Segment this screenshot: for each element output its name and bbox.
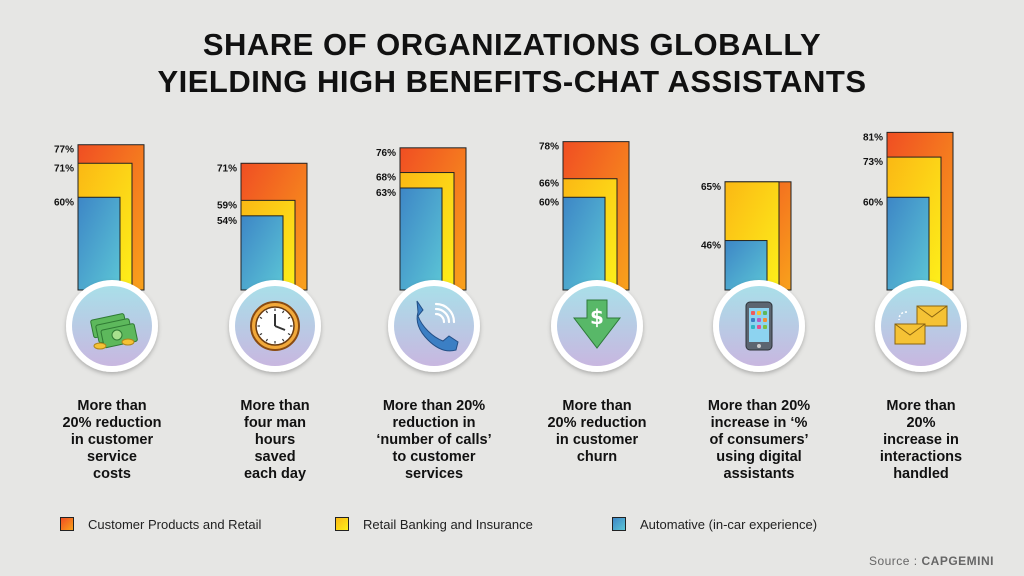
benefit-description-1: More than 20% reduction in customer service… <box>37 398 187 483</box>
chart-title-line2: YIELDING HIGH BENEFITS-CHAT ASSISTANTS <box>157 64 867 99</box>
description-line: More than <box>886 398 956 414</box>
description-line: four man <box>243 415 307 431</box>
value-label-5-1: 65% <box>701 182 721 193</box>
legend-item-customer-products: Customer Products and Retail <box>60 516 261 532</box>
benefit-description-5: More than 20% increase in ‘% of consumers’… <box>684 398 834 483</box>
clock-icon <box>250 301 300 351</box>
description-line: 20% <box>906 415 936 431</box>
source-prefix: Source : <box>868 554 922 568</box>
description-line: in customer <box>70 432 154 448</box>
description-line: costs <box>93 466 131 482</box>
bar-group-2: 71% 59% 54% <box>217 162 308 291</box>
description-line: assistants <box>723 466 795 482</box>
description-line: to customer <box>392 449 476 465</box>
legend-label: Customer Products and Retail <box>88 516 262 532</box>
benefit-description-6: More than 20% increase in interactions handl… <box>846 398 996 483</box>
bar-group-6: 81% 73% 60% <box>863 131 954 291</box>
value-label-4-3: 60% <box>539 197 559 208</box>
benefit-description-3: More than 20% reduction in ‘number of call… <box>359 398 509 483</box>
legend-label: Retail Banking and Insurance <box>363 516 533 532</box>
legend-item-retail-banking: Retail Banking and Insurance <box>335 516 533 532</box>
description-line: More than 20% <box>382 398 486 414</box>
description-line: saved <box>254 449 296 465</box>
description-line: 20% reduction <box>547 415 647 431</box>
benefit-badge-4: $ <box>551 280 643 372</box>
chart-title: SHARE OF ORGANIZATIONS GLOBALLY YIELDING… <box>0 26 1024 100</box>
value-label-4-1: 78% <box>539 142 559 153</box>
money-icon <box>90 313 138 350</box>
description-line: services <box>404 466 464 482</box>
description-line: 20% reduction <box>62 415 162 431</box>
value-label-2-3: 54% <box>217 216 237 227</box>
phone-icon <box>416 300 459 352</box>
bar-automotive-1 <box>77 196 121 291</box>
envelopes-icon <box>894 305 948 345</box>
description-line: More than 20% <box>707 398 811 414</box>
value-label-3-1: 76% <box>376 148 396 159</box>
description-line: hours <box>254 432 296 448</box>
source-name: CAPGEMINI <box>921 554 994 568</box>
bar-automotive-4 <box>562 196 606 291</box>
bar-group-5: 65% 46% <box>701 181 792 291</box>
value-label-3-2: 68% <box>376 173 396 184</box>
source-note: Source : CAPGEMINI <box>869 554 994 568</box>
legend-item-automotive: Automative (in-car experience) <box>612 516 817 532</box>
description-line: interactions <box>879 449 963 465</box>
value-label-3-3: 63% <box>376 188 396 199</box>
benefit-badge-2 <box>229 280 321 372</box>
description-line: of consumers’ <box>709 432 809 448</box>
badge-fill <box>394 286 474 366</box>
value-label-4-2: 66% <box>539 179 559 190</box>
legend-swatch <box>335 517 349 531</box>
benefit-badge-1 <box>66 280 158 372</box>
description-line: in customer <box>555 432 639 448</box>
bar-group-1: 77% 71% 60% <box>54 144 145 291</box>
description-line: using digital <box>716 449 802 465</box>
description-line: increase in ‘% <box>710 415 808 431</box>
description-line: ‘number of calls’ <box>376 432 492 448</box>
benefit-description-2: More than four man hours saved each day <box>200 398 350 483</box>
description-line: More than <box>240 398 310 414</box>
legend-swatch <box>612 517 626 531</box>
benefit-badge-3 <box>388 280 480 372</box>
benefit-description-4: More than 20% reduction in customer churn <box>522 398 672 466</box>
dollar-down-icon: $ <box>572 299 622 349</box>
svg-text:$: $ <box>590 305 604 329</box>
description-line: churn <box>576 449 618 465</box>
value-label-1-3: 60% <box>54 197 74 208</box>
value-label-6-3: 60% <box>863 197 883 208</box>
benefit-badge-6 <box>875 280 967 372</box>
description-line: handled <box>893 466 949 482</box>
bar-automotive-2 <box>240 215 284 291</box>
bar-group-3: 76% 68% 63% <box>376 147 467 291</box>
description-line: More than <box>77 398 147 414</box>
smartphone-icon <box>745 301 773 351</box>
bar-group-4: 78% 66% 60% <box>539 141 630 291</box>
description-line: reduction in <box>392 415 476 431</box>
value-label-1-2: 71% <box>54 163 74 174</box>
description-line: increase in <box>883 432 959 448</box>
value-label-2-1: 71% <box>217 163 237 174</box>
value-label-6-1: 81% <box>863 132 883 143</box>
bar-automotive-3 <box>399 187 443 291</box>
description-line: service <box>87 449 137 465</box>
bar-automotive-6 <box>886 196 930 291</box>
benefit-badge-5 <box>713 280 805 372</box>
description-line: each day <box>243 466 307 482</box>
value-label-6-2: 73% <box>863 157 883 168</box>
value-label-1-1: 77% <box>54 145 74 156</box>
legend-swatch <box>60 517 74 531</box>
chart-title-line1: SHARE OF ORGANIZATIONS GLOBALLY <box>202 27 822 62</box>
legend-label: Automative (in-car experience) <box>640 516 818 532</box>
value-label-5-2: 46% <box>701 241 721 252</box>
description-line: More than <box>562 398 632 414</box>
value-label-2-2: 59% <box>217 200 237 211</box>
